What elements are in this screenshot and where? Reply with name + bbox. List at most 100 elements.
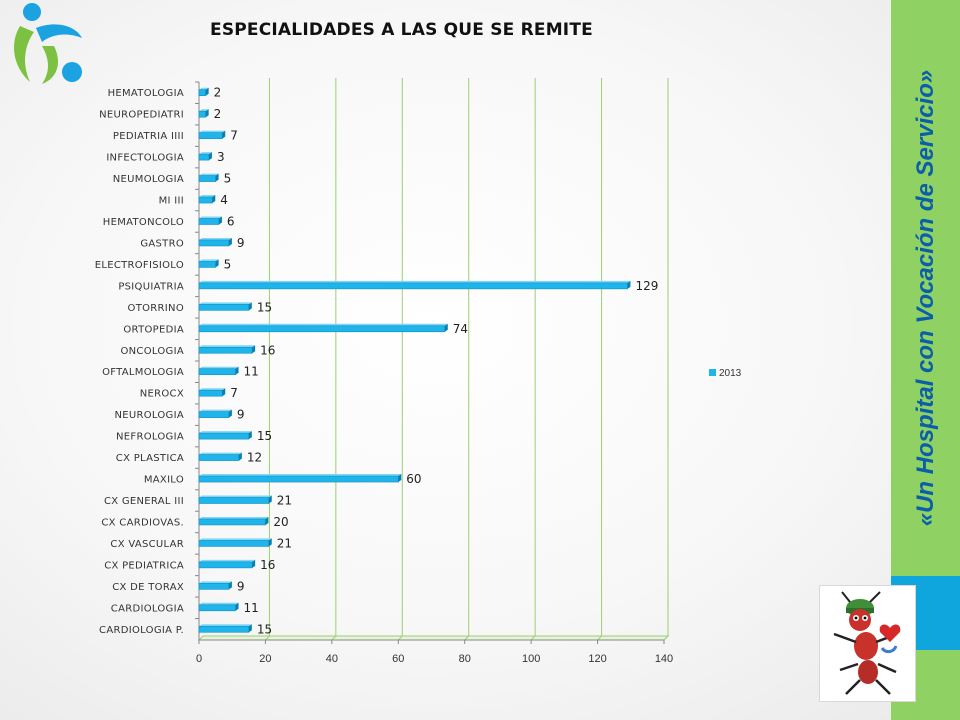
bar-end (205, 87, 209, 96)
bar (198, 389, 223, 397)
bar (198, 540, 270, 547)
bar (198, 175, 216, 182)
category-label: CX VASCULAR (110, 539, 184, 550)
bar-top (199, 302, 252, 305)
bar-top (199, 87, 209, 90)
bar-end (208, 152, 212, 161)
gridline-foot (597, 635, 602, 641)
sidebar-green-band (891, 0, 960, 576)
category-label: CX PEDIATRICA (104, 560, 184, 571)
bar-end (238, 452, 242, 461)
bar-end (248, 624, 252, 633)
data-label: 2 (214, 86, 222, 100)
bar-end (228, 237, 232, 246)
bar (198, 368, 236, 376)
bar-end (228, 409, 232, 418)
category-label: CX GENERAL III (104, 496, 184, 507)
category-label: MI III (159, 196, 184, 207)
category-label: INFECTOLOGIA (106, 153, 184, 164)
bar (198, 282, 628, 290)
data-label: 21 (277, 536, 292, 550)
bar-top (199, 195, 216, 198)
bar-top (199, 259, 219, 262)
data-label: 15 (257, 300, 272, 314)
bar-end (218, 216, 222, 225)
bar-top (199, 152, 212, 155)
bar-end (265, 516, 269, 525)
bar-end (252, 345, 256, 354)
category-label: PSIQUIATRIA (118, 281, 184, 292)
category-label: NEUMOLOGIA (113, 174, 184, 185)
category-label: OTORRINO (128, 303, 184, 314)
data-label: 15 (257, 622, 272, 636)
x-tick-label: 140 (655, 653, 673, 665)
bar (198, 325, 446, 333)
bar-top (199, 237, 232, 240)
bar-top (199, 323, 448, 326)
bar-top (199, 581, 232, 584)
bar (198, 411, 230, 418)
data-label: 7 (230, 129, 238, 143)
bar-top (199, 109, 209, 112)
bar-end (268, 495, 272, 504)
bar (198, 561, 253, 569)
bar-top (199, 495, 272, 498)
category-label: CX DE TORAX (112, 582, 184, 593)
bar (198, 518, 266, 526)
bar-end (248, 431, 252, 440)
mascot-image (819, 585, 916, 702)
bar-top (199, 624, 252, 627)
x-tick-label: 40 (326, 653, 338, 665)
ant-doctor-mascot-icon (833, 591, 901, 695)
data-label: 15 (257, 429, 272, 443)
category-label: NEFROLOGIA (116, 432, 184, 443)
bar (198, 454, 240, 461)
bar (198, 432, 250, 440)
bar-top (199, 516, 269, 519)
bar (198, 239, 230, 247)
category-label: ORTOPEDIA (123, 324, 184, 335)
bar-end (444, 323, 448, 332)
bar-end (205, 109, 209, 118)
data-label: 9 (237, 408, 245, 422)
data-label: 6 (227, 215, 235, 229)
x-tick-label: 120 (588, 653, 606, 665)
x-tick-label: 100 (522, 653, 540, 665)
bar (198, 604, 236, 612)
hospital-logo-icon (6, 2, 86, 88)
gridline-foot (397, 635, 403, 641)
bar-top (199, 216, 222, 219)
gridline-foot (331, 635, 337, 641)
category-label: CX CARDIOVAS. (101, 517, 184, 528)
bar-end (222, 388, 226, 397)
bar-top (199, 173, 219, 176)
data-label: 16 (260, 558, 275, 572)
bar-top (199, 602, 239, 605)
category-label: NEUROPEDIATRI (99, 110, 184, 121)
bar-end (222, 130, 226, 139)
data-label: 129 (635, 279, 658, 293)
bar-end (228, 581, 232, 590)
bar-end (235, 366, 239, 375)
category-label: NEROCX (140, 389, 184, 400)
bar-top (199, 431, 252, 434)
bar (198, 218, 220, 225)
bar (198, 304, 250, 311)
legend-label: 2013 (719, 368, 742, 379)
bar-end (268, 538, 272, 547)
bar-top (199, 366, 239, 369)
gridline-foot (265, 635, 270, 641)
bar-top (199, 452, 242, 455)
bar-top (199, 538, 272, 541)
bar (198, 497, 270, 504)
bar (198, 132, 223, 139)
slide-title: ESPECIALIDADES A LAS QUE SE REMITE (210, 20, 593, 40)
bar-end (235, 602, 239, 611)
bar (198, 261, 216, 268)
x-tick-label: 80 (459, 653, 471, 665)
category-label: NEUROLOGIA (114, 410, 184, 421)
data-label: 5 (224, 257, 232, 271)
data-label: 21 (277, 494, 292, 508)
bar (198, 89, 206, 97)
